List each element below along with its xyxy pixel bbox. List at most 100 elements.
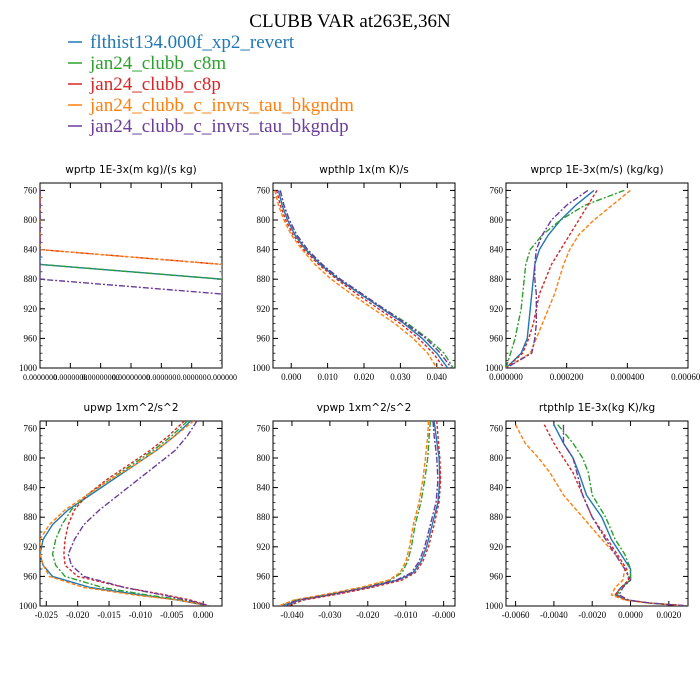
x-tick-label: 0.020 xyxy=(354,372,375,382)
x-tick-label: -0.0060 xyxy=(502,610,530,620)
figure-title: CLUBB VAR at263E,36N xyxy=(249,11,451,32)
panel-1: wprtp 1E-3x(m kg)/(s kg) 760 800 840 880 920 9… xyxy=(19,164,237,382)
panel-title: rtpthlp 1E-3x(kg K)/kg xyxy=(539,402,655,414)
plot-frame xyxy=(505,420,689,607)
y-tick-label: 880 xyxy=(490,512,504,522)
x-tick-label: 0.040 xyxy=(427,372,448,382)
y-tick-label: 1000 xyxy=(19,601,38,611)
y-tick-label: 880 xyxy=(24,274,38,284)
x-tick-label: 0.030 xyxy=(390,372,411,382)
series-line-1 xyxy=(40,190,222,368)
series-line-2 xyxy=(280,421,432,606)
x-tick-label: 0.00000000 xyxy=(82,373,120,382)
x-tick-label: -0.020 xyxy=(356,610,380,620)
series-line-5 xyxy=(279,190,452,368)
legend-label: jan24_clubb_c_invrs_tau_bkgndp xyxy=(89,116,349,137)
x-tick-label: 0.0000000 xyxy=(23,373,57,382)
series-line-1 xyxy=(40,421,210,606)
series-line-2 xyxy=(51,421,210,606)
y-tick-label: 880 xyxy=(257,274,271,284)
y-tick-label: 760 xyxy=(490,185,504,195)
x-tick-label: -0.010 xyxy=(394,610,418,620)
y-tick-label: 920 xyxy=(257,542,271,552)
x-tick-label: -0.0020 xyxy=(578,610,606,620)
x-tick-label: 0.0000 xyxy=(618,610,643,620)
panel-title: wprtp 1E-3x(m kg)/(s kg) xyxy=(65,164,196,176)
series-group xyxy=(40,421,210,606)
plot-frame xyxy=(505,182,689,369)
series-line-4 xyxy=(274,190,438,368)
y-tick-label: 800 xyxy=(257,215,271,225)
series-group xyxy=(274,190,454,368)
y-tick-label: 840 xyxy=(257,245,271,255)
y-tick-label: 800 xyxy=(24,215,38,225)
x-tick-label: -0.030 xyxy=(318,610,342,620)
series-line-3 xyxy=(40,190,222,368)
panel-6: rtpthlp 1E-3x(kg K)/kg 760 800 840 880 920 960… xyxy=(485,402,689,620)
legend-label: jan24_clubb_c8p xyxy=(89,74,221,95)
x-tick-label: 0.000200 xyxy=(550,372,584,382)
y-tick-label: 920 xyxy=(24,304,38,314)
panel-2: wpthlp 1x(m K)/s 760 800 840 880 920 960 1000 0.… xyxy=(252,164,456,382)
x-tick-label: 0.000000 xyxy=(207,373,237,382)
y-tick-label: 840 xyxy=(24,245,38,255)
x-tick-label: -0.010 xyxy=(129,610,153,620)
x-tick-label: 0.000000 xyxy=(489,372,523,382)
series-line-4 xyxy=(278,421,430,606)
y-tick-label: 960 xyxy=(24,333,38,343)
y-tick-label: 1000 xyxy=(252,601,271,611)
series-line-4 xyxy=(514,424,688,606)
y-tick-label: 880 xyxy=(490,274,504,284)
panel-title: vpwp 1xm^2/s^2 xyxy=(317,402,412,414)
y-tick-label: 1000 xyxy=(485,601,504,611)
legend: flthist134.000f_xp2_revertjan24_clubb_c8… xyxy=(68,32,354,137)
series-line-5 xyxy=(282,421,439,606)
series-group xyxy=(506,189,631,368)
panel-3: wprcp 1E-3x(m/s) (kg/kg) 760 800 840 880 920 9… xyxy=(485,164,700,382)
y-tick-label: 960 xyxy=(257,333,271,343)
series-line-3 xyxy=(287,421,442,606)
series-group xyxy=(514,424,688,606)
series-line-1 xyxy=(284,421,441,606)
x-tick-label: 0.000 xyxy=(281,372,302,382)
y-tick-label: 800 xyxy=(24,453,38,463)
y-tick-label: 920 xyxy=(490,304,504,314)
series-line-4 xyxy=(506,189,631,368)
legend-label: jan24_clubb_c_invrs_tau_bkgndm xyxy=(89,95,354,116)
y-tick-label: 840 xyxy=(24,483,38,493)
plot-frame xyxy=(39,420,223,607)
y-tick-label: 920 xyxy=(257,304,271,314)
x-tick-label: 0.010 xyxy=(317,372,338,382)
series-line-3 xyxy=(275,190,445,368)
series-line-5 xyxy=(506,189,589,368)
series-line-5 xyxy=(562,424,688,606)
y-tick-label: 920 xyxy=(490,542,504,552)
y-tick-label: 880 xyxy=(257,512,271,522)
y-tick-label: 760 xyxy=(24,423,38,433)
series-line-4 xyxy=(40,421,210,606)
series-line-3 xyxy=(543,424,688,606)
x-tick-label: -0.0040 xyxy=(540,610,568,620)
series-line-1 xyxy=(553,424,688,606)
chart-panels: wprtp 1E-3x(m kg)/(s kg) 760 800 840 880 920 9… xyxy=(19,164,700,620)
y-tick-label: 960 xyxy=(490,333,504,343)
y-tick-label: 1000 xyxy=(252,363,271,373)
y-tick-label: 800 xyxy=(257,453,271,463)
y-tick-label: 840 xyxy=(257,483,271,493)
y-tick-label: 960 xyxy=(257,571,271,581)
panel-title: wprcp 1E-3x(m/s) (kg/kg) xyxy=(530,164,663,176)
legend-label: jan24_clubb_c8m xyxy=(89,53,226,74)
x-tick-label: -0.025 xyxy=(35,610,59,620)
plot-frame xyxy=(272,420,456,607)
x-tick-label: 0.000000 xyxy=(177,373,207,382)
series-line-1 xyxy=(277,190,449,368)
x-tick-label: -0.000 xyxy=(432,610,456,620)
x-tick-label: 0.00000000 xyxy=(112,373,150,382)
plot-frame xyxy=(39,182,223,369)
series-group xyxy=(40,190,222,368)
y-tick-label: 960 xyxy=(24,571,38,581)
x-tick-label: 0.000 xyxy=(193,610,214,620)
y-tick-label: 1000 xyxy=(19,363,38,373)
series-group xyxy=(278,421,442,606)
series-line-5 xyxy=(40,190,222,368)
